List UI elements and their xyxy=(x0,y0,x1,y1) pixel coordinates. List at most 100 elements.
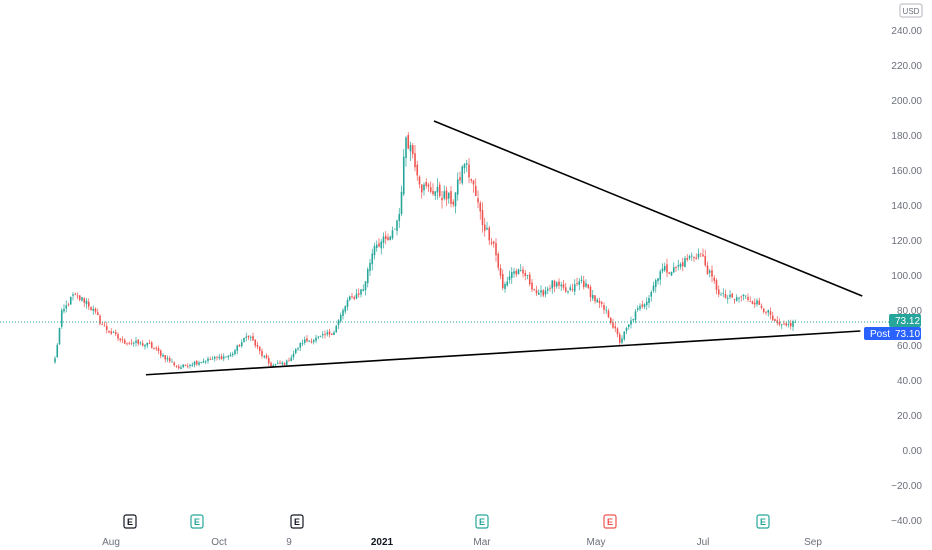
earnings-marker[interactable]: E xyxy=(475,514,489,529)
candle xyxy=(369,259,371,277)
y-tick-label: 40.00 xyxy=(897,376,922,387)
candle xyxy=(351,292,353,300)
candle xyxy=(108,330,110,334)
candle xyxy=(558,278,560,289)
earnings-marker[interactable]: E xyxy=(603,514,617,529)
candle xyxy=(708,269,711,278)
candle xyxy=(182,364,185,369)
candle xyxy=(407,132,410,150)
candle xyxy=(357,288,360,298)
candle xyxy=(114,329,117,336)
x-tick-label: 2021 xyxy=(371,537,394,548)
candle xyxy=(582,275,585,290)
candle xyxy=(495,238,497,262)
candle xyxy=(549,284,551,292)
candle xyxy=(105,322,108,334)
candles xyxy=(54,132,797,370)
candle xyxy=(488,225,491,245)
post-price-tag: Post 73.10 xyxy=(864,327,921,340)
candle xyxy=(576,277,578,287)
candle xyxy=(69,296,72,305)
candle xyxy=(607,308,610,319)
candle xyxy=(643,303,646,310)
candle xyxy=(153,347,155,350)
candle xyxy=(67,302,70,307)
candle xyxy=(321,331,324,339)
candle xyxy=(312,338,315,345)
candle xyxy=(402,149,405,197)
candle xyxy=(515,268,518,278)
candle xyxy=(366,267,369,288)
candle xyxy=(411,143,414,159)
candle xyxy=(279,360,281,364)
candle xyxy=(648,294,650,308)
candle xyxy=(544,286,547,298)
candle xyxy=(315,334,317,344)
candle xyxy=(517,268,520,275)
candle xyxy=(693,256,695,262)
candle xyxy=(238,343,241,347)
candle xyxy=(112,330,115,333)
candle xyxy=(405,136,407,167)
candle xyxy=(90,306,92,311)
candle xyxy=(731,292,734,298)
candle xyxy=(699,253,702,258)
candle xyxy=(706,261,709,275)
candle xyxy=(83,296,86,308)
candle xyxy=(657,277,659,285)
candle xyxy=(675,266,677,272)
earnings-marker[interactable]: E xyxy=(123,514,137,529)
candle xyxy=(398,207,401,228)
candle xyxy=(765,311,767,316)
candle xyxy=(231,351,234,358)
candle xyxy=(384,231,387,245)
candle xyxy=(204,359,207,365)
candle xyxy=(211,356,214,360)
candle xyxy=(474,178,477,197)
candle xyxy=(378,238,380,248)
candle xyxy=(594,295,596,304)
candle xyxy=(522,266,524,278)
candle xyxy=(713,275,716,284)
candle xyxy=(171,358,173,363)
candle xyxy=(783,320,785,325)
candle xyxy=(758,297,761,305)
svg-text:E: E xyxy=(479,517,485,527)
candle xyxy=(429,181,432,194)
candle xyxy=(542,289,545,298)
candle xyxy=(74,292,77,296)
candle xyxy=(137,339,140,346)
candle xyxy=(729,290,731,300)
candle xyxy=(652,281,655,293)
trendline[interactable] xyxy=(433,120,863,297)
candle xyxy=(600,300,603,308)
candle xyxy=(762,307,765,314)
earnings-marker[interactable]: E xyxy=(756,514,770,529)
y-tick-label: 120.00 xyxy=(891,236,922,247)
candle xyxy=(445,186,448,206)
candle xyxy=(65,300,68,313)
currency-badge[interactable]: USD xyxy=(899,3,923,18)
candle xyxy=(668,271,671,275)
candle xyxy=(434,190,437,200)
trendline[interactable] xyxy=(145,330,861,376)
candle xyxy=(612,318,614,329)
candle xyxy=(234,348,236,356)
candle xyxy=(686,254,689,262)
candle xyxy=(753,298,756,308)
candle xyxy=(555,281,558,289)
candle xyxy=(726,295,729,304)
candle xyxy=(533,288,536,291)
candle xyxy=(792,319,794,332)
candle xyxy=(261,348,263,359)
candle xyxy=(598,297,601,308)
candle xyxy=(222,353,225,362)
candle xyxy=(162,353,164,358)
earnings-marker[interactable]: E xyxy=(190,514,204,529)
candle xyxy=(767,309,770,317)
candle xyxy=(459,171,461,185)
earnings-marker[interactable]: E xyxy=(290,514,304,529)
candle xyxy=(175,364,178,368)
